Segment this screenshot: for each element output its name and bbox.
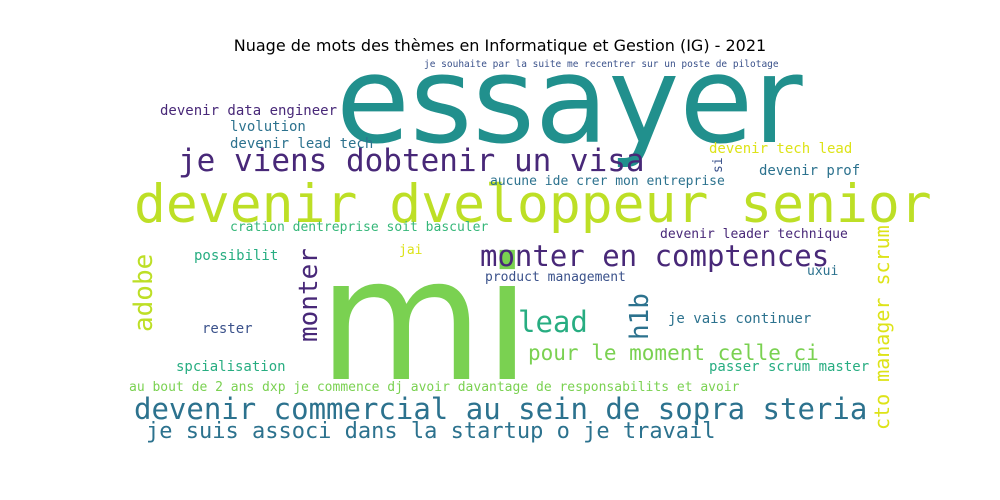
- word-jai: jai: [399, 243, 423, 258]
- word-possibilit: possibilit: [194, 248, 279, 264]
- word-je-suis-associe: je suis associ dans la startup o je trav…: [146, 419, 716, 444]
- word-essayer: essayer: [336, 32, 803, 171]
- word-si: si: [711, 157, 726, 173]
- word-au-bout: au bout de 2 ans dxp je commence dj avoi…: [129, 380, 740, 395]
- word-adobe: adobe: [129, 253, 159, 332]
- word-monter-competences: monter en comptences: [480, 239, 830, 273]
- word-data-engineer: devenir data engineer: [160, 103, 338, 119]
- word-creation: cration dentreprise soit basculer: [230, 220, 489, 235]
- word-mi: mi: [318, 222, 531, 420]
- word-product-management: product management: [485, 270, 626, 285]
- word-aucune-idee: aucune ide crer mon entreprise: [490, 174, 725, 189]
- word-monter: monter: [294, 248, 324, 342]
- word-lead: lead: [518, 305, 588, 339]
- word-leader-technique: devenir leader technique: [660, 227, 848, 242]
- word-devenir-commercial: devenir commercial au sein de sopra ster…: [134, 392, 868, 426]
- word-je-viens-visa: je viens dobtenir un visa: [178, 143, 645, 179]
- word-je-vais-continuer: je vais continuer: [668, 311, 812, 327]
- word-lead-tech: devenir lead tech: [230, 136, 374, 152]
- chart-title: Nuage de mots des thèmes en Informatique…: [233, 36, 767, 55]
- word-cto: cto manager scrum: [870, 225, 894, 430]
- word-devenir-prof: devenir prof: [759, 163, 861, 179]
- word-rester: rester: [202, 321, 253, 337]
- word-devenir-developpeur-senior: devenir dveloppeur senior: [134, 174, 932, 235]
- word-h1b: h1b: [625, 293, 655, 340]
- word-passer-scrum: passer scrum master: [709, 359, 870, 375]
- word-specialisation: spcialisation: [176, 359, 286, 375]
- word-lvolution: lvolution: [230, 119, 306, 135]
- word-uxui: uxui: [807, 264, 839, 279]
- word-tech-lead: devenir tech lead: [709, 141, 853, 157]
- word-pour-le-moment: pour le moment celle ci: [528, 341, 819, 365]
- word-souhaite: je souhaite par la suite me recentrer su…: [424, 59, 779, 70]
